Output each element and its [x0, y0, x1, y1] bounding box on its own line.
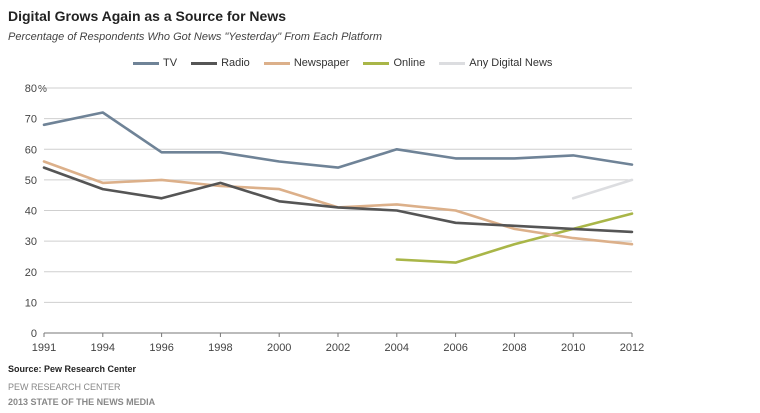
chart-subtitle: Percentage of Respondents Who Got News "…: [8, 31, 383, 43]
x-tick-label-2008: 2008: [502, 342, 526, 354]
org-name: PEW RESEARCH CENTER: [8, 382, 121, 392]
y-tick-label-80: 80: [25, 83, 37, 95]
series-line-any-digital-news: [571, 178, 634, 200]
series-line-radio: [42, 166, 634, 234]
x-tick-label-2012: 2012: [620, 342, 644, 354]
legend-item-online: Online: [363, 57, 425, 69]
legend-item-radio: Radio: [191, 57, 250, 69]
y-tick-label-30: 30: [25, 236, 37, 248]
y-tick-label-60: 60: [25, 144, 37, 156]
y-tick-label-40: 40: [25, 206, 37, 218]
legend-label-tv: TV: [163, 57, 178, 69]
legend-label-online: Online: [393, 57, 426, 69]
chart-legend: TV Radio Newspaper Online Any Digital Ne…: [133, 56, 566, 70]
chart-title: Digital Grows Again as a Source for News: [8, 8, 286, 24]
x-tick-label-2010: 2010: [561, 342, 585, 354]
y-tick-label-10: 10: [25, 297, 37, 309]
legend-label-newspaper: Newspaper: [293, 57, 350, 69]
y-tick-label-70: 70: [25, 114, 37, 126]
series-line-newspaper: [42, 160, 634, 246]
x-tick-label-2000: 2000: [267, 342, 291, 354]
series-line-tv: [42, 111, 634, 169]
series-line-online: [395, 212, 634, 264]
legend-swatch-radio: [191, 61, 218, 65]
x-tick-label-1991: 1991: [32, 342, 56, 354]
y-tick-label-0: 0: [31, 328, 37, 340]
legend-item-any-digital-news: Any Digital News: [439, 57, 552, 69]
x-tick-label-2006: 2006: [443, 342, 467, 354]
x-tick-label-1998: 1998: [208, 342, 232, 354]
legend-swatch-any-digital-news: [439, 61, 466, 65]
x-tick-label-1996: 1996: [149, 342, 173, 354]
report-name: 2013 STATE OF THE NEWS MEDIA: [8, 397, 156, 407]
legend-label-radio: Radio: [221, 57, 250, 69]
legend-swatch-tv: [133, 61, 159, 65]
y-unit-label: %: [38, 84, 47, 95]
x-tick-label-2004: 2004: [385, 342, 409, 354]
legend-item-newspaper: Newspaper: [263, 57, 350, 69]
y-tick-label-20: 20: [25, 267, 37, 279]
legend-swatch-newspaper: [263, 61, 290, 65]
legend-swatch-online: [363, 61, 390, 65]
x-tick-label-1994: 1994: [91, 342, 115, 354]
source-note: Source: Pew Research Center: [8, 364, 137, 374]
x-tick-label-2002: 2002: [326, 342, 350, 354]
y-tick-label-50: 50: [25, 175, 37, 187]
legend-item-tv: TV: [133, 57, 177, 69]
legend-label-any-digital-news: Any Digital News: [469, 57, 553, 69]
